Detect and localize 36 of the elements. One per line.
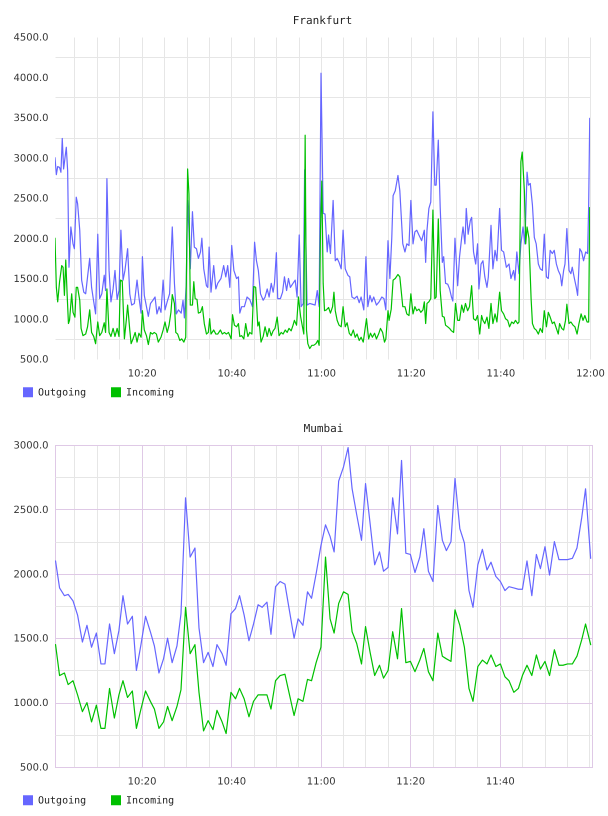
y-tick-label: 1500.0	[14, 634, 48, 645]
y-tick-label: 2500.0	[14, 194, 48, 204]
y-tick-label: 500.0	[20, 354, 48, 366]
x-tick-label: 11:00	[306, 776, 336, 788]
line-series	[55, 556, 592, 734]
y-tick-label: 4500.0	[14, 32, 48, 44]
y-tick-label: 1000.0	[14, 314, 48, 326]
chart-title: Frankfurt	[292, 14, 352, 27]
y-tick-label: 1000.0	[14, 698, 48, 710]
x-tick-label: 11:40	[486, 368, 516, 380]
y-tick-label: 1500.0	[14, 274, 48, 285]
y-tick-label: 2000.0	[14, 569, 48, 580]
legend-label: Outgoing	[38, 795, 86, 806]
x-tick-label: 11:20	[396, 368, 426, 380]
y-tick-label: 4000.0	[14, 72, 48, 84]
line-series	[55, 134, 590, 350]
x-tick-label: 11:20	[396, 776, 426, 788]
y-tick-label: 2000.0	[14, 234, 48, 245]
x-tick-label: 12:00	[576, 368, 605, 380]
line-series	[55, 446, 592, 674]
x-tick-label: 10:40	[217, 368, 246, 380]
x-tick-label: 10:20	[128, 776, 156, 788]
line-series	[55, 72, 590, 319]
legend-label: Incoming	[126, 795, 174, 806]
x-tick-label: 10:20	[128, 368, 157, 380]
y-tick-label: 3000.0	[14, 440, 48, 452]
y-tick-label: 2500.0	[14, 504, 48, 516]
legend-label: Incoming	[126, 387, 174, 398]
y-tick-label: 500.0	[20, 762, 48, 774]
y-tick-label: 3500.0	[14, 113, 48, 124]
x-tick-label: 10:40	[217, 776, 246, 788]
y-tick-label: 3000.0	[14, 153, 48, 164]
legend-label: Outgoing	[38, 387, 86, 398]
x-tick-label: 11:00	[307, 368, 336, 380]
x-tick-label: 11:40	[486, 776, 515, 788]
chart-title: Mumbai	[304, 422, 344, 435]
